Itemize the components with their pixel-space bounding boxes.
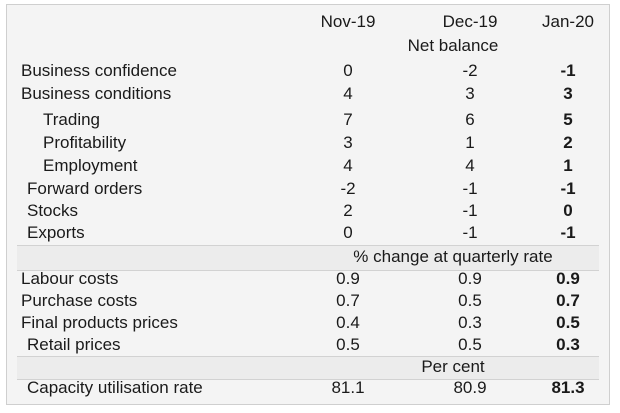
value-dec-19: 0.5 [458, 335, 482, 354]
value-jan-20: 5 [563, 110, 573, 129]
value-nov-19: 0.5 [336, 335, 360, 354]
table-row: Stocks 2 -1 0 [7, 200, 609, 222]
row-label: Retail prices [27, 335, 121, 354]
value-nov-19: 4 [343, 84, 353, 103]
row-label: Final products prices [21, 313, 178, 332]
section-unit-label: Per cent [421, 357, 485, 376]
table-row: Labour costs 0.9 0.9 0.9 [7, 268, 609, 290]
column-header-jan-20: Jan-20 [542, 12, 594, 31]
table-row: Retail prices 0.5 0.5 0.3 [7, 334, 609, 356]
section-unit-row: % change at quarterly rate [7, 246, 609, 268]
section-unit-row: Per cent [7, 356, 609, 378]
section-band [17, 245, 599, 271]
row-label: Profitability [43, 133, 127, 152]
value-nov-19: 4 [343, 156, 353, 175]
value-nov-19: 0 [343, 61, 353, 80]
value-nov-19: 0 [343, 223, 353, 242]
value-jan-20: 81.3 [551, 378, 585, 397]
table-row: Forward orders -2 -1 -1 [7, 178, 609, 200]
value-jan-20: 0 [563, 201, 573, 220]
value-dec-19: 0.5 [458, 291, 482, 310]
value-dec-19: 1 [465, 133, 475, 152]
table-row: Exports 0 -1 -1 [7, 222, 609, 244]
value-dec-19: -1 [462, 179, 478, 198]
value-jan-20: -1 [560, 179, 576, 198]
column-header-row: Nov-19 Dec-19 Jan-20 [7, 11, 609, 33]
value-dec-19: -1 [462, 223, 478, 242]
value-dec-19: 0.9 [458, 269, 482, 288]
table-row: Purchase costs 0.7 0.5 0.7 [7, 290, 609, 312]
value-dec-19: 3 [465, 84, 475, 103]
value-dec-19: 0.3 [458, 313, 482, 332]
table-row: Trading 7 6 5 [7, 109, 609, 131]
column-header-nov-19: Nov-19 [320, 12, 376, 31]
value-dec-19: -2 [462, 61, 478, 80]
row-label: Trading [43, 110, 101, 129]
value-nov-19: 7 [343, 110, 353, 129]
value-dec-19: 4 [465, 156, 475, 175]
value-nov-19: 0.4 [336, 313, 360, 332]
table-row: Capacity utilisation rate 81.1 80.9 81.3 [7, 377, 609, 399]
column-header-dec-19: Dec-19 [442, 12, 498, 31]
value-dec-19: -1 [462, 201, 478, 220]
value-jan-20: 0.7 [556, 291, 580, 310]
row-label: Exports [27, 223, 85, 242]
value-nov-19: 0.9 [336, 269, 360, 288]
section-band [17, 356, 599, 380]
table-row: Profitability 3 1 2 [7, 132, 609, 154]
value-jan-20: 3 [563, 84, 573, 103]
value-nov-19: 3 [343, 133, 353, 152]
value-nov-19: -2 [340, 179, 356, 198]
survey-table: Nov-19 Dec-19 Jan-20 Net balance Busines… [6, 4, 610, 405]
section-unit-label: Net balance [407, 36, 499, 55]
table-row: Employment 4 4 1 [7, 155, 609, 177]
value-jan-20: 0.5 [556, 313, 580, 332]
row-label: Capacity utilisation rate [27, 378, 203, 397]
row-label: Employment [43, 156, 138, 175]
value-jan-20: -1 [560, 223, 576, 242]
value-jan-20: 2 [563, 133, 573, 152]
row-label: Stocks [27, 201, 79, 220]
row-label: Business conditions [21, 84, 172, 103]
value-nov-19: 81.1 [331, 378, 365, 397]
value-nov-19: 2 [343, 201, 353, 220]
table-row: Business confidence 0 -2 -1 [7, 60, 609, 82]
value-dec-19: 80.9 [453, 378, 487, 397]
value-nov-19: 0.7 [336, 291, 360, 310]
row-label: Forward orders [27, 179, 143, 198]
row-label: Labour costs [21, 269, 119, 288]
row-label: Purchase costs [21, 291, 138, 310]
value-jan-20: -1 [560, 61, 576, 80]
value-jan-20: 0.9 [556, 269, 580, 288]
table-row: Final products prices 0.4 0.3 0.5 [7, 312, 609, 334]
section-unit-row: Net balance [7, 35, 609, 57]
value-jan-20: 0.3 [556, 335, 580, 354]
value-jan-20: 1 [563, 156, 573, 175]
table-row: Business conditions 4 3 3 [7, 83, 609, 105]
section-unit-label: % change at quarterly rate [353, 247, 553, 266]
value-dec-19: 6 [465, 110, 475, 129]
row-label: Business confidence [21, 61, 177, 80]
